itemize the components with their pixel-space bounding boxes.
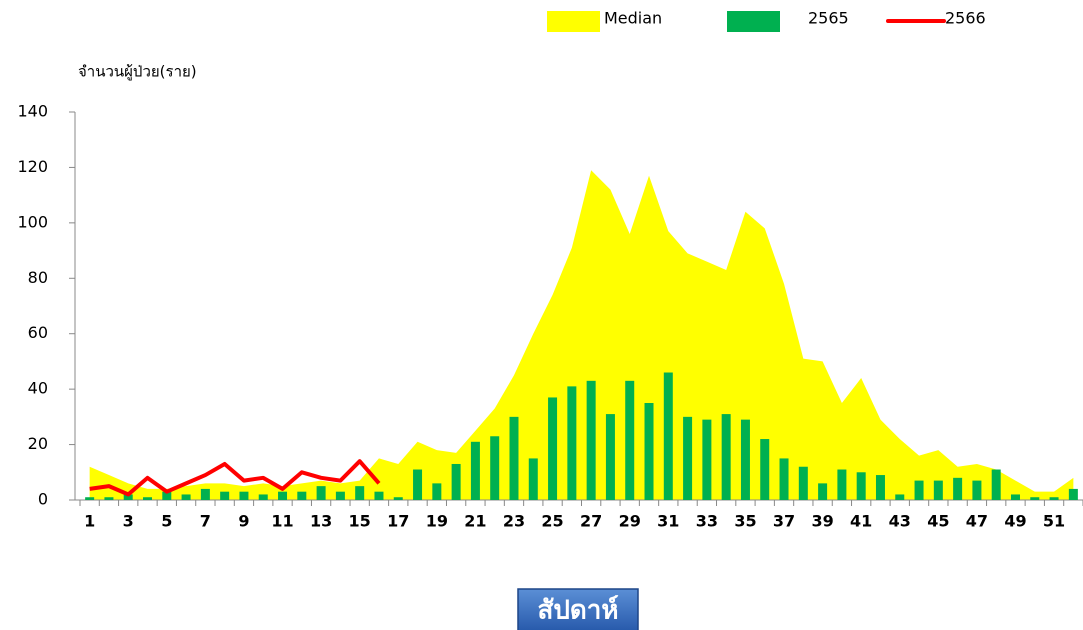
bar [509, 416, 519, 500]
y-tick-label: 20 [28, 434, 48, 453]
bar [85, 497, 95, 500]
y-tick-label: 0 [38, 490, 48, 509]
bar [258, 494, 268, 500]
bar [335, 491, 345, 500]
x-axis-title: สัปดาห์ [538, 595, 619, 626]
legend-label: Median [604, 9, 662, 28]
bar [837, 469, 847, 500]
y-tick-label: 140 [17, 102, 48, 121]
bar [451, 463, 461, 500]
bar [875, 475, 885, 500]
x-tick-label: 15 [349, 512, 371, 531]
bar [933, 480, 943, 500]
x-tick-label: 17 [387, 512, 409, 531]
bar [914, 480, 924, 500]
bar [895, 494, 905, 500]
x-tick-label: 1 [84, 512, 95, 531]
bar [779, 458, 789, 500]
legend-label: 2565 [808, 9, 849, 28]
bar [278, 491, 288, 500]
median-area [89, 170, 1074, 500]
bar [740, 419, 750, 500]
bar [374, 491, 384, 500]
y-tick-label: 120 [17, 157, 48, 176]
bar [297, 491, 307, 500]
x-tick-label: 39 [811, 512, 833, 531]
bar [123, 494, 133, 500]
x-tick-label: 29 [619, 512, 641, 531]
bar [490, 436, 500, 500]
legend-swatch [547, 11, 600, 32]
bar [683, 416, 693, 500]
x-tick-label: 5 [161, 512, 172, 531]
bar [1068, 488, 1078, 500]
bar [143, 497, 153, 500]
bar [355, 486, 365, 500]
bar [586, 380, 596, 500]
x-tick-label: 13 [310, 512, 332, 531]
bar [818, 483, 828, 500]
bar [200, 488, 210, 500]
bar [567, 386, 577, 500]
x-tick-label: 9 [238, 512, 249, 531]
bar [239, 491, 249, 500]
bar [721, 414, 731, 500]
y-tick-label: 40 [28, 379, 48, 398]
bar [548, 397, 558, 500]
bar [1030, 497, 1040, 500]
bar [991, 469, 1001, 500]
x-tick-label: 23 [503, 512, 525, 531]
x-tick-label: 35 [734, 512, 756, 531]
bar [104, 497, 114, 500]
x-axis-title-box [517, 588, 639, 630]
x-tick-label: 41 [850, 512, 872, 531]
y-tick-label: 80 [28, 268, 48, 287]
x-tick-label: 11 [271, 512, 293, 531]
bar [1010, 494, 1020, 500]
x-tick-label: 3 [123, 512, 134, 531]
bar [702, 419, 712, 500]
bar [953, 477, 963, 500]
bar [625, 380, 635, 500]
bar [181, 494, 191, 500]
y-tick-label: 100 [17, 212, 48, 231]
bar [470, 441, 480, 500]
x-tick-label: 25 [541, 512, 563, 531]
bar [605, 414, 615, 500]
x-tick-label: 19 [426, 512, 448, 531]
bar [1049, 497, 1059, 500]
x-tick-label: 51 [1043, 512, 1065, 531]
y-axis-label: จำนวนผู้ป่วย(ราย) [78, 63, 197, 81]
bar [432, 483, 442, 500]
bar [162, 491, 172, 500]
bar [856, 472, 866, 500]
bar [644, 403, 654, 500]
bar [972, 480, 982, 500]
legend-swatch [727, 11, 780, 32]
bar [798, 466, 808, 500]
bar [528, 458, 538, 500]
bar [316, 486, 326, 500]
x-tick-label: 45 [927, 512, 949, 531]
x-tick-label: 43 [889, 512, 911, 531]
bar [413, 469, 423, 500]
x-tick-label: 33 [696, 512, 718, 531]
x-tick-label: 47 [966, 512, 988, 531]
bar [220, 491, 230, 500]
x-tick-label: 37 [773, 512, 795, 531]
x-tick-label: 21 [464, 512, 486, 531]
y-tick-label: 60 [28, 323, 48, 342]
bar [393, 497, 403, 500]
x-tick-label: 31 [657, 512, 679, 531]
x-tick-label: 27 [580, 512, 602, 531]
bar [760, 439, 770, 500]
line-2566 [89, 459, 381, 497]
bar [663, 372, 673, 500]
x-tick-label: 7 [200, 512, 211, 531]
x-tick-label: 49 [1004, 512, 1026, 531]
legend-label: 2566 [945, 9, 986, 28]
